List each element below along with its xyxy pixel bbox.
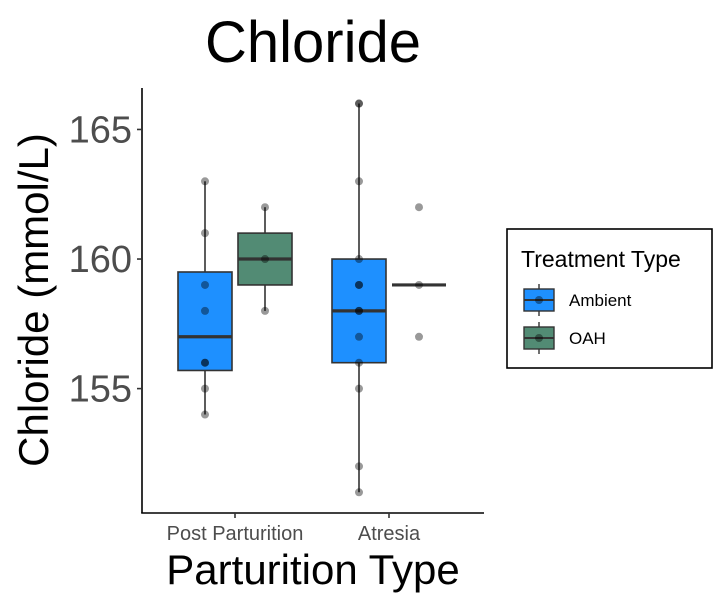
data-point xyxy=(415,280,423,289)
data-point xyxy=(261,203,269,212)
data-point xyxy=(355,306,363,315)
legend-label: OAH xyxy=(569,329,606,348)
data-point xyxy=(355,462,363,471)
legend: Treatment Type Ambient OAH xyxy=(506,228,713,369)
legend-key-point xyxy=(535,296,543,304)
data-point xyxy=(201,384,209,393)
data-point xyxy=(355,280,363,289)
data-point xyxy=(355,306,363,315)
x-axis-title: Parturition Type xyxy=(166,546,459,593)
box-body xyxy=(177,271,233,372)
chart-title: Chloride xyxy=(205,10,421,75)
y-tick-label: 160 xyxy=(69,239,132,281)
data-point xyxy=(355,99,363,108)
data-point xyxy=(261,255,269,264)
data-point xyxy=(355,99,363,108)
x-axis-ticks: Post Parturition Atresia xyxy=(167,513,421,545)
data-point xyxy=(201,229,209,238)
data-point xyxy=(415,332,423,341)
data-point xyxy=(355,332,363,341)
y-tick-label: 165 xyxy=(69,109,132,151)
x-tick-label: Post Parturition xyxy=(167,523,304,545)
series-oah xyxy=(237,203,446,341)
data-point xyxy=(201,358,209,367)
x-tick-label: Atresia xyxy=(358,523,421,545)
plot-area xyxy=(177,99,446,497)
data-point xyxy=(355,280,363,289)
data-point xyxy=(201,410,209,419)
legend-items: Ambient OAH xyxy=(523,284,632,354)
data-point xyxy=(355,177,363,186)
data-point xyxy=(261,306,269,315)
series-ambient xyxy=(177,99,387,497)
legend-title: Treatment Type xyxy=(521,246,681,272)
y-axis-ticks: 155 160 165 xyxy=(69,109,142,411)
data-point xyxy=(355,358,363,367)
y-axis-title: Chloride (mmol/L) xyxy=(10,133,57,467)
data-point xyxy=(201,280,209,289)
data-point xyxy=(415,203,423,212)
data-point xyxy=(355,488,363,497)
data-point xyxy=(201,358,209,367)
data-point xyxy=(355,255,363,264)
data-point xyxy=(201,177,209,186)
legend-label: Ambient xyxy=(569,291,632,310)
box-oah-atresia xyxy=(392,203,446,341)
data-point xyxy=(355,384,363,393)
legend-key-point xyxy=(535,334,543,342)
legend-item-ambient: Ambient xyxy=(523,284,632,316)
box-ambient-atresia xyxy=(331,99,387,497)
box-ambient-post-parturition xyxy=(177,177,233,419)
box-oah-post-parturition xyxy=(237,203,293,315)
data-point xyxy=(201,306,209,315)
legend-item-oah: OAH xyxy=(523,322,606,354)
y-tick-label: 155 xyxy=(69,369,132,411)
